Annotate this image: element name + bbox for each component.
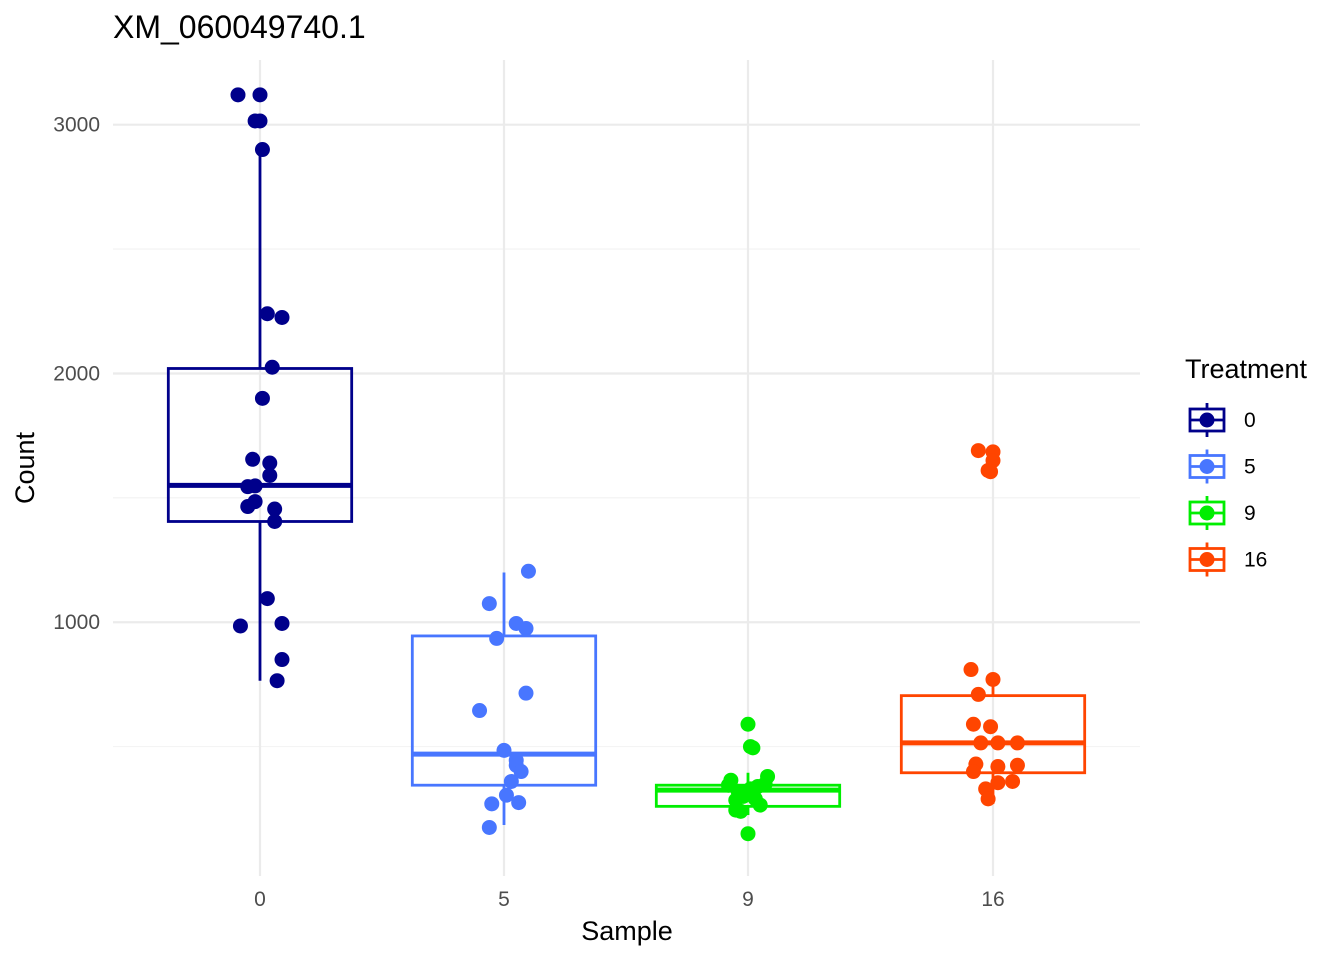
- data-point: [262, 467, 278, 483]
- legend-label: 9: [1244, 502, 1256, 525]
- y-tick-label: 3000: [53, 114, 100, 137]
- legend-key-point: [1199, 552, 1215, 567]
- y-tick-label: 1000: [53, 611, 100, 634]
- data-point: [518, 685, 534, 701]
- x-tick-label: 9: [742, 888, 754, 911]
- data-point: [513, 764, 529, 780]
- box: [899, 694, 1087, 775]
- data-point: [503, 773, 519, 789]
- data-point: [259, 591, 275, 607]
- data-point: [740, 716, 756, 732]
- data-point: [259, 306, 275, 322]
- data-point: [973, 735, 989, 751]
- data-point: [1009, 735, 1025, 751]
- boxes: [166, 150, 1087, 825]
- chart-title: XM_060049740.1: [113, 9, 366, 45]
- legend-label: 16: [1244, 549, 1267, 572]
- data-point: [484, 796, 500, 812]
- legend: 0 5 9 16: [1188, 403, 1267, 577]
- data-point: [980, 791, 996, 807]
- legend-label: 5: [1244, 456, 1256, 479]
- data-point: [489, 630, 505, 646]
- legend-key-point: [1199, 412, 1215, 428]
- data-point: [983, 464, 999, 480]
- y-axis-title: Count: [10, 431, 40, 504]
- legend-title: Treatment: [1185, 354, 1308, 384]
- data-point: [245, 451, 261, 467]
- data-point: [745, 740, 761, 756]
- data-point: [481, 819, 497, 835]
- box: [166, 367, 354, 523]
- data-point: [274, 652, 290, 668]
- data-point: [496, 742, 512, 758]
- data-point: [965, 716, 981, 732]
- data-point: [498, 787, 514, 803]
- data-point: [985, 671, 1001, 687]
- data-point: [965, 764, 981, 780]
- data-point: [970, 443, 986, 459]
- data-point: [232, 618, 248, 634]
- data-point: [511, 795, 527, 811]
- x-tick-label: 16: [981, 888, 1004, 911]
- legend-label: 0: [1244, 409, 1256, 432]
- y-axis-tick-labels: 1000 2000 3000: [53, 114, 100, 635]
- legend-item-9: 9: [1188, 496, 1256, 530]
- legend-item-0: 0: [1188, 403, 1256, 437]
- data-point: [990, 735, 1006, 751]
- y-tick-label: 2000: [53, 362, 100, 385]
- data-point: [252, 87, 268, 103]
- data-point: [254, 142, 270, 158]
- data-point: [983, 719, 999, 735]
- data-point: [481, 596, 497, 612]
- data-point: [267, 513, 283, 529]
- data-point: [752, 797, 768, 813]
- data-point: [1009, 757, 1025, 773]
- data-point: [230, 87, 246, 103]
- data-point: [274, 615, 290, 631]
- x-tick-label: 5: [498, 888, 510, 911]
- data-point: [254, 390, 270, 406]
- data-point: [252, 113, 268, 129]
- data-point: [267, 501, 283, 517]
- x-axis-title: Sample: [581, 916, 673, 946]
- data-point: [269, 673, 285, 689]
- data-points: [230, 87, 1025, 842]
- data-point: [990, 759, 1006, 775]
- box: [410, 634, 598, 787]
- data-point: [264, 359, 280, 375]
- legend-item-5: 5: [1188, 449, 1256, 484]
- data-point: [963, 662, 979, 678]
- data-point: [472, 703, 488, 719]
- legend-key-point: [1199, 459, 1215, 474]
- data-point: [274, 309, 290, 325]
- data-point: [733, 803, 749, 819]
- data-point: [970, 686, 986, 702]
- data-point: [518, 620, 534, 636]
- legend-item-16: 16: [1188, 542, 1267, 577]
- data-point: [240, 499, 256, 515]
- data-point: [1005, 773, 1021, 789]
- x-axis-tick-labels: 0 5 9 16: [254, 888, 1005, 911]
- data-point: [262, 455, 278, 471]
- legend-key-point: [1199, 505, 1215, 521]
- data-point: [520, 563, 536, 579]
- data-point: [247, 478, 263, 494]
- data-point: [740, 826, 756, 842]
- x-tick-label: 0: [254, 888, 266, 911]
- data-point: [990, 775, 1006, 791]
